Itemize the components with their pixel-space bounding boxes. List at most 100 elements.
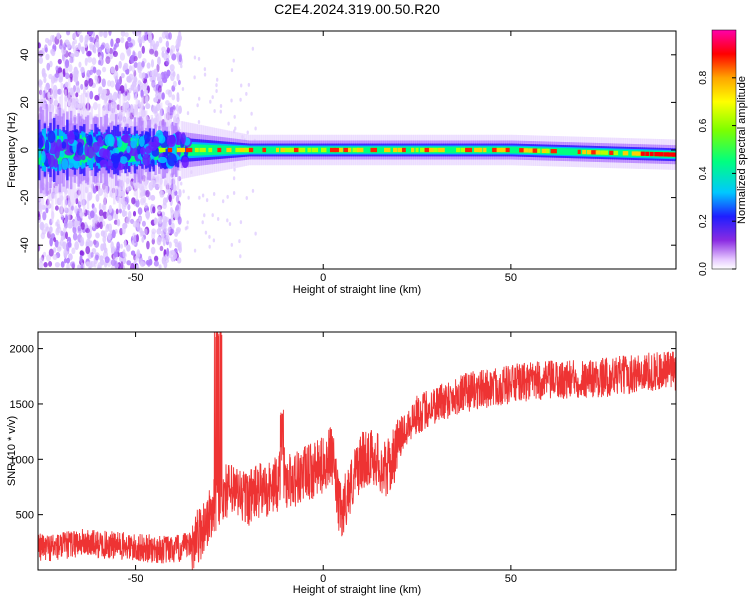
snr-ytick-label: 500 bbox=[16, 510, 34, 522]
spectrogram-speckle bbox=[166, 47, 171, 54]
snr-xtick-label: 0 bbox=[320, 573, 326, 585]
spectrogram-speckle bbox=[122, 222, 128, 229]
spectrogram-speckle bbox=[164, 216, 170, 223]
spectrogram-speckle bbox=[64, 81, 69, 87]
spectrogram-band-cell bbox=[326, 146, 330, 154]
spectrogram-speckle bbox=[87, 56, 93, 63]
spectrogram-speckle bbox=[227, 121, 230, 126]
spectrogram-speckle bbox=[113, 251, 119, 258]
spectrogram-speckle bbox=[51, 35, 55, 43]
spectrogram-speckle bbox=[102, 235, 107, 243]
spectrogram-blob bbox=[99, 159, 109, 168]
spectrogram-speckle bbox=[158, 264, 162, 269]
spectrogram-speckle bbox=[69, 77, 73, 83]
spectrogram-band-cell bbox=[257, 146, 261, 154]
spectrogram-speckle bbox=[132, 210, 137, 217]
spectrogram-panel: -50 0 50 -40 -20 0 20 40 Height of straight lin… bbox=[6, 30, 677, 296]
spectrogram-speckle bbox=[63, 258, 67, 264]
spectrogram-ytick-label: 40 bbox=[19, 49, 31, 61]
spectrogram-speckle bbox=[193, 248, 197, 253]
colorbar-tick-label: 0.6 bbox=[698, 118, 709, 132]
spectrogram-speckle bbox=[181, 86, 185, 91]
spectrogram-speckle bbox=[150, 246, 156, 255]
spectrogram-speckle bbox=[52, 247, 57, 253]
spectrogram-speckle bbox=[172, 71, 176, 78]
spectrogram-speckle bbox=[175, 194, 180, 204]
spectrogram-band-cell bbox=[490, 146, 493, 154]
spectrogram-speckle bbox=[38, 56, 44, 65]
spectrogram-core-cell bbox=[505, 147, 510, 153]
spectrogram-blob bbox=[144, 131, 151, 143]
spectrogram-blob bbox=[102, 149, 111, 160]
spectrogram-band-cell bbox=[255, 146, 259, 154]
colorbar-tick-label: 0.2 bbox=[698, 214, 709, 228]
spectrogram-speckle bbox=[212, 238, 216, 243]
spectrogram-speckle bbox=[69, 56, 74, 64]
spectrogram-core-cell bbox=[235, 147, 241, 153]
spectrogram-speckle bbox=[164, 31, 169, 36]
spectrogram-speckle bbox=[152, 43, 158, 51]
spectrogram-xtick-label: 50 bbox=[505, 272, 517, 284]
spectrogram-core-cell bbox=[604, 150, 609, 155]
spectrogram-speckle bbox=[250, 111, 253, 116]
spectrogram-band-cell bbox=[64, 140, 67, 160]
spectrogram-speckle bbox=[60, 230, 64, 237]
colorbar-label: Normalized spectral amplitude bbox=[736, 76, 748, 224]
spectrogram-blob bbox=[92, 141, 100, 153]
spectrogram-blob bbox=[84, 142, 89, 157]
spectrogram-speckle bbox=[90, 252, 94, 258]
spectrogram-speckle bbox=[203, 213, 206, 218]
spectrogram-speckle bbox=[239, 83, 243, 88]
spectrogram-blob bbox=[119, 156, 128, 165]
spectrogram-speckle bbox=[212, 192, 216, 197]
spectrogram-speckle bbox=[92, 219, 96, 229]
spectrogram-speckle bbox=[45, 207, 49, 214]
spectrogram-band-cell bbox=[572, 148, 576, 156]
spectrogram-speckle bbox=[94, 41, 99, 48]
spectrogram-core-cell bbox=[239, 147, 247, 153]
spectrogram-speckle bbox=[126, 92, 131, 101]
spectrogram-axes: -50 0 50 -40 -20 0 20 40 bbox=[19, 31, 676, 284]
spectrogram-speckle bbox=[68, 63, 73, 73]
snr-xtick-label: -50 bbox=[128, 573, 144, 585]
spectrogram-core-cell bbox=[645, 151, 650, 157]
spectrogram-speckle bbox=[146, 240, 150, 250]
spectrogram-speckle bbox=[72, 32, 77, 40]
spectrogram-speckle bbox=[41, 229, 47, 235]
spectrogram-speckle bbox=[140, 230, 145, 237]
spectrogram-speckle bbox=[219, 103, 223, 108]
spectrogram-speckle bbox=[157, 84, 162, 94]
spectrogram-band-cell bbox=[516, 146, 519, 154]
spectrogram-speckle bbox=[66, 262, 70, 269]
spectrogram-core-cell bbox=[311, 147, 319, 153]
spectrogram-speckle bbox=[135, 219, 140, 228]
spectrogram-speckle bbox=[74, 50, 80, 58]
spectrogram-speckle bbox=[129, 181, 134, 190]
spectrogram-speckle bbox=[142, 83, 148, 91]
spectrogram-speckle bbox=[161, 92, 165, 100]
spectrogram-speckle bbox=[161, 236, 165, 242]
spectrogram-band-cell bbox=[617, 149, 621, 157]
spectrogram-speckle bbox=[115, 37, 121, 44]
spectrogram-core-cell bbox=[672, 152, 676, 157]
spectrogram-speckle bbox=[153, 217, 158, 226]
spectrogram-speckle bbox=[226, 218, 229, 223]
spectrogram-speckle bbox=[137, 36, 143, 44]
spectrogram-marks bbox=[38, 31, 676, 269]
spectrogram-speckle bbox=[85, 261, 91, 267]
spectrogram-speckle bbox=[118, 60, 122, 69]
spectrogram-speckle bbox=[72, 84, 77, 93]
spectrogram-band-cell bbox=[214, 145, 217, 155]
spectrogram-speckle bbox=[120, 261, 124, 269]
spectrogram-speckle bbox=[251, 46, 255, 51]
spectrogram-speckle bbox=[80, 66, 85, 73]
spectrogram-core-cell bbox=[429, 147, 434, 153]
spectrogram-speckle bbox=[152, 206, 156, 214]
spectrogram-speckle bbox=[101, 78, 106, 88]
spectrogram-speckle bbox=[171, 94, 176, 101]
spectrogram-speckle bbox=[125, 40, 130, 50]
spectrogram-speckle bbox=[163, 227, 168, 233]
spectrogram-band-cell bbox=[574, 148, 578, 156]
spectrogram-speckle bbox=[56, 32, 61, 40]
spectrogram-blob bbox=[153, 136, 159, 144]
